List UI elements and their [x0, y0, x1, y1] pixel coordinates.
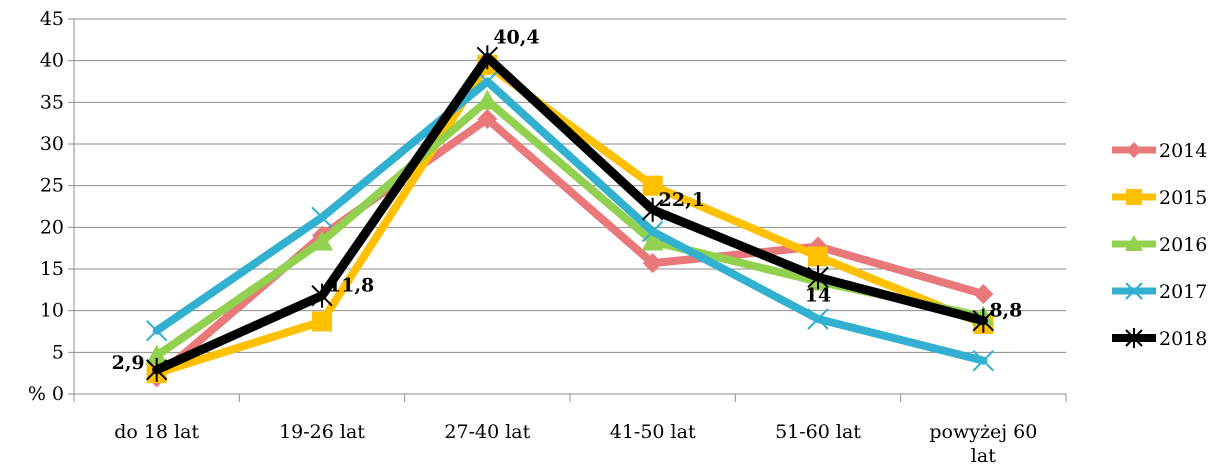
x-tick-label: 41-50 lat — [610, 421, 696, 443]
y-tick-label: 15 — [40, 258, 64, 280]
diamond-marker — [477, 109, 498, 129]
triangle-marker — [311, 230, 333, 251]
x-marker — [145, 319, 168, 342]
triangle-marker — [1125, 235, 1143, 251]
star-marker — [145, 357, 168, 382]
x-marker — [641, 220, 664, 243]
series-2015 — [146, 54, 994, 384]
star-marker — [807, 265, 829, 290]
x-tick-label: powyżej 60 — [929, 421, 1037, 443]
data-labels: 2,9 11,8 40,4 22,1 14 8,8 — [112, 26, 1023, 374]
series-group — [145, 45, 995, 388]
series-2017 — [145, 70, 995, 372]
data-label: 11,8 — [328, 275, 374, 297]
y-tick-label: 25 — [40, 175, 64, 197]
triangle-marker — [145, 344, 168, 365]
star-marker — [476, 45, 499, 70]
series-2018 — [145, 45, 995, 382]
data-label: 14 — [805, 284, 831, 306]
legend-item-2017: 2017 — [1112, 281, 1207, 303]
data-label: 22,1 — [659, 189, 705, 211]
triangle-marker — [476, 89, 499, 110]
x-tick-label: do 18 lat — [114, 421, 199, 443]
x-marker — [807, 308, 829, 330]
series-line — [152, 77, 988, 365]
y-tick-label: 30 — [40, 133, 64, 155]
y-tick-label: % 0 — [28, 383, 64, 405]
x-marker — [1125, 282, 1143, 300]
data-label: 2,9 — [112, 352, 145, 374]
legend: 2014 2015 2016 2017 2018 — [1112, 140, 1207, 350]
series-line — [152, 52, 988, 375]
legend-label: 2015 — [1159, 187, 1207, 209]
x-tick-label: lat — [971, 445, 996, 467]
star-marker — [311, 283, 333, 308]
star-marker — [1125, 328, 1143, 348]
legend-item-2018: 2018 — [1112, 328, 1207, 350]
square-marker — [1126, 189, 1142, 205]
square-marker — [642, 175, 663, 196]
y-tick-label: 35 — [40, 91, 64, 113]
series-line — [152, 60, 988, 378]
legend-label: 2016 — [1159, 234, 1207, 256]
diamond-marker — [1126, 142, 1142, 158]
x-marker — [311, 206, 333, 229]
y-tick-label: 10 — [40, 300, 64, 322]
y-tick-label: 20 — [40, 216, 64, 238]
diamond-marker — [973, 284, 994, 304]
legend-label: 2018 — [1159, 328, 1207, 350]
x-tick-label: 51-60 lat — [775, 421, 861, 443]
legend-label: 2017 — [1159, 281, 1207, 303]
data-label: 40,4 — [493, 26, 539, 48]
legend-item-2015: 2015 — [1112, 187, 1207, 209]
square-marker — [808, 246, 828, 267]
star-marker — [972, 308, 995, 333]
y-tick-label: 40 — [40, 50, 64, 72]
star-marker — [641, 197, 664, 222]
diamond-marker — [642, 253, 663, 274]
legend-label: 2014 — [1159, 140, 1207, 162]
x-marker — [972, 349, 995, 372]
data-label: 8,8 — [989, 300, 1022, 322]
y-tick-label: 45 — [40, 8, 64, 30]
y-tick-label: 5 — [52, 341, 64, 363]
square-marker — [312, 311, 332, 332]
legend-item-2014: 2014 — [1112, 140, 1207, 162]
x-tick-label: 19-26 lat — [279, 421, 365, 443]
axes: % 0 5 10 15 20 25 30 35 40 45 do 18 lat 19-26 lat 27… — [28, 8, 1067, 467]
triangle-marker — [641, 230, 664, 251]
x-tick-label: 27-40 lat — [444, 421, 530, 443]
legend-item-2016: 2016 — [1112, 234, 1207, 256]
